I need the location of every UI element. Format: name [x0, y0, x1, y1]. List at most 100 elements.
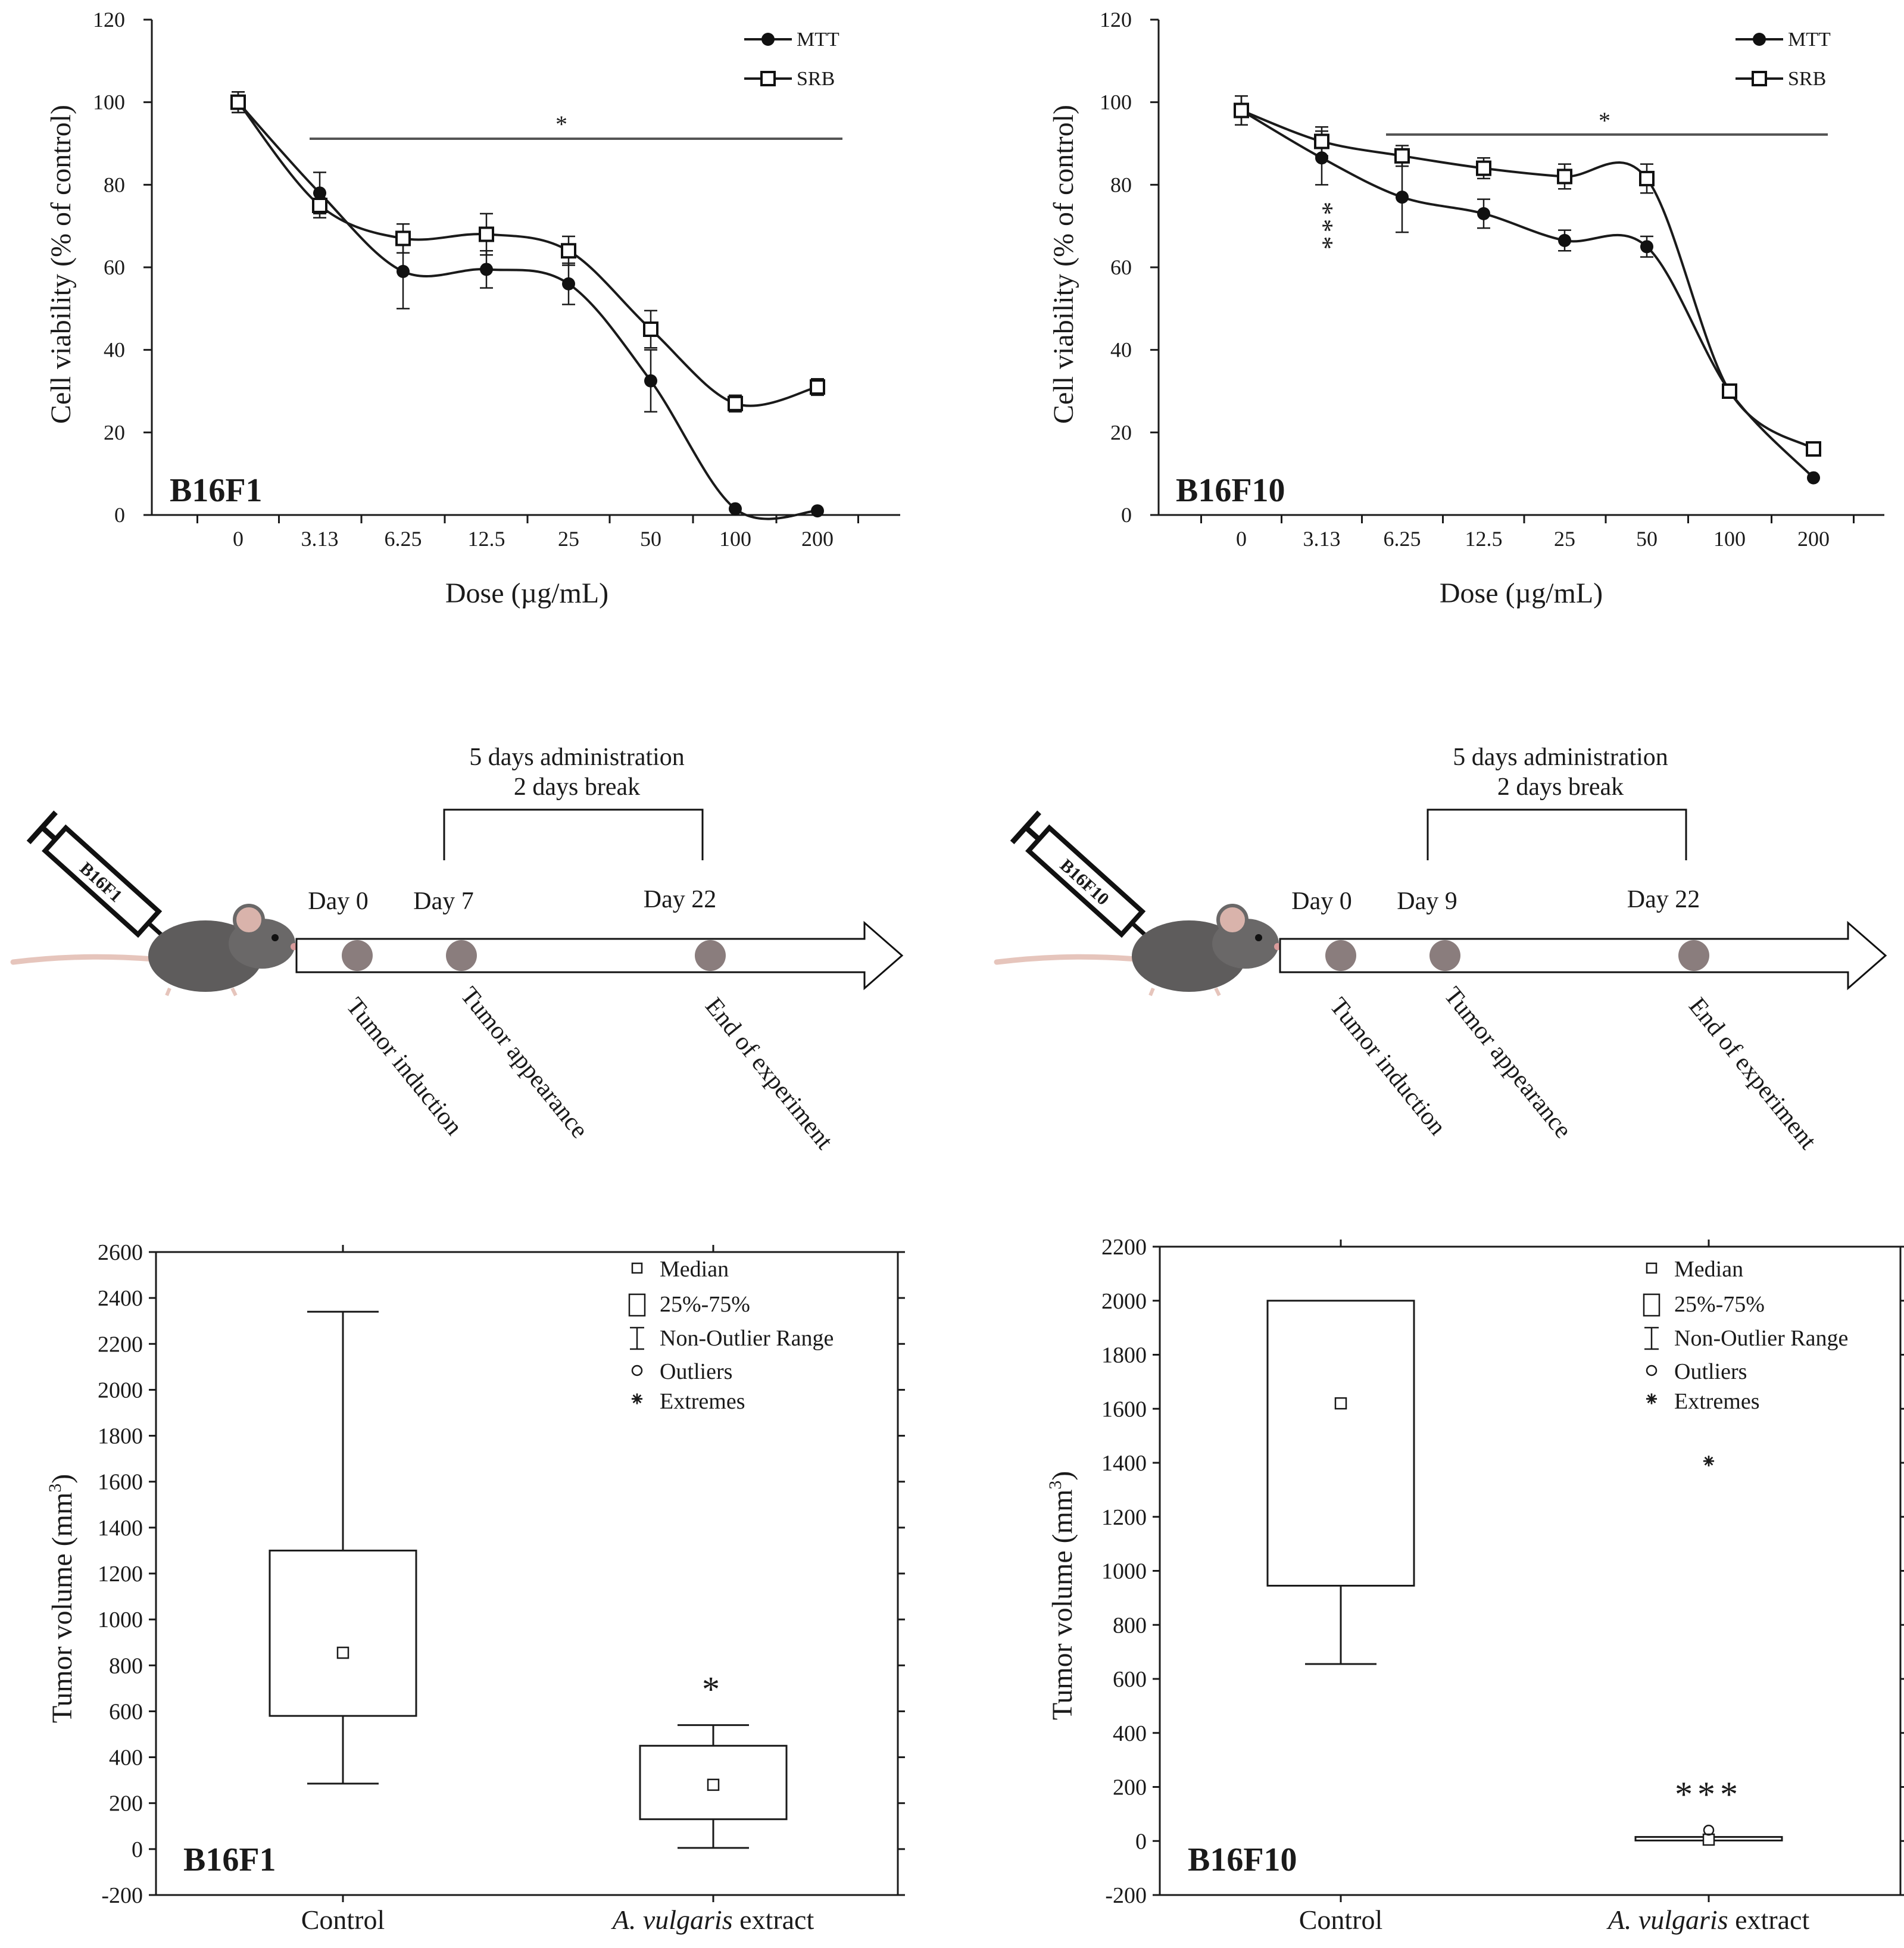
y-axis-label: Cell viability (% of control) — [1048, 105, 1079, 424]
y-tick-label: 40 — [1110, 338, 1132, 362]
day-label: Day 7 — [413, 888, 473, 915]
day-label: Day 22 — [644, 886, 716, 913]
iqr-box — [269, 1549, 417, 1717]
x-tick-label: 12.5 — [1465, 527, 1503, 551]
median-marker — [707, 1778, 720, 1791]
y-tick-label: 100 — [1100, 90, 1132, 114]
day-label: Day 0 — [1291, 888, 1351, 915]
day-label: Day 9 — [1397, 888, 1457, 915]
timeline-arrow — [295, 920, 904, 991]
y-tick-label: 80 — [1110, 173, 1132, 196]
significance-star: * — [555, 111, 567, 138]
data-point-srb — [1394, 148, 1410, 164]
data-point-srb — [1639, 170, 1655, 186]
category-label: Control — [1299, 1905, 1383, 1935]
legend-range-marker — [630, 1326, 644, 1350]
data-point-srb — [561, 243, 576, 259]
legend-iqr-marker — [628, 1293, 646, 1317]
category-label: A. vulgaris extract — [1606, 1905, 1810, 1935]
box-chart-b16f10-plot: -200 0 200 400 600 800 1000 1200 1400 1600 1800 200… — [1101, 1235, 1904, 1935]
y-tick-label: 1000 — [1101, 1559, 1147, 1584]
legend-label: SRB — [1788, 68, 1826, 90]
median-marker — [336, 1646, 349, 1659]
legend-label: MTT — [1788, 29, 1831, 51]
y-tick-label: 40 — [104, 338, 125, 362]
legend-extreme-marker: ⁕ — [629, 1389, 646, 1411]
cell-line-label: B16F10 — [1176, 472, 1285, 509]
legend-extreme-marker: ⁕ — [1643, 1389, 1660, 1411]
data-point-mtt — [313, 186, 326, 200]
bracket-text-2: 2 days break — [1497, 773, 1624, 801]
y-tick-label: 80 — [104, 173, 125, 196]
data-point-mtt — [397, 264, 410, 278]
legend-marker — [761, 33, 775, 46]
extreme-point: ⁕ — [1700, 1451, 1718, 1474]
x-axis-label: Dose (µg/mL) — [445, 577, 608, 609]
day-marker — [1678, 940, 1709, 971]
legend-marker — [1753, 33, 1766, 46]
x-tick-label: 0 — [233, 527, 244, 551]
legend-median-marker — [1646, 1262, 1658, 1274]
x-tick-label: 3.13 — [1303, 527, 1341, 551]
data-point-mtt — [1315, 151, 1328, 165]
y-tick-label: 1200 — [98, 1562, 143, 1587]
cell-line-label: B16F10 — [1188, 1841, 1297, 1878]
median-marker — [1702, 1833, 1715, 1846]
y-tick-label: -200 — [101, 1883, 143, 1908]
data-point-srb — [728, 395, 743, 411]
y-tick-label: 2200 — [1101, 1235, 1147, 1260]
data-point-mtt — [1807, 471, 1820, 485]
y-tick-label: 1200 — [1101, 1505, 1147, 1530]
box-legend: Median 25%-75% Non-Outlier Range Outlier… — [628, 1257, 834, 1414]
legend-marker — [760, 71, 776, 86]
legend-outliers: Outliers — [1674, 1359, 1747, 1384]
legend-outliers: Outliers — [660, 1359, 732, 1384]
significance-marker: * — [702, 1670, 725, 1709]
data-point-mtt — [811, 504, 824, 518]
day-label: Day 22 — [1627, 886, 1700, 913]
legend-median-marker — [631, 1262, 643, 1274]
x-tick-label: 200 — [1797, 527, 1830, 551]
box-chart-b16f10: -200 0 200 400 600 800 1000 1200 1400 1600 1800 200… — [1045, 1235, 1904, 1935]
data-point-mtt — [480, 263, 493, 276]
y-tick-label: 800 — [1113, 1613, 1147, 1638]
day-marker — [695, 940, 726, 971]
y-tick-label: 120 — [93, 8, 125, 32]
y-tick-label: 0 — [132, 1837, 143, 1862]
data-point-mtt — [562, 277, 575, 291]
administration-bracket — [443, 808, 704, 860]
x-tick-label: 6.25 — [1384, 527, 1421, 551]
x-tick-label: 6.25 — [385, 527, 422, 551]
legend-label: MTT — [797, 29, 839, 51]
legend-range: Non-Outlier Range — [1674, 1326, 1848, 1351]
median-marker — [1334, 1397, 1347, 1410]
administration-bracket — [1427, 808, 1687, 860]
line-chart-b16f1-plot: 0 20 40 60 80 100 120 0 3.13 6.25 12.5 25 50 100 200 MT… — [93, 8, 900, 551]
legend-iqr: 25%-75% — [1674, 1292, 1765, 1317]
y-tick-label: 1400 — [1101, 1451, 1147, 1476]
data-point-srb — [230, 94, 246, 110]
x-tick-label: 12.5 — [468, 527, 505, 551]
y-tick-label: 2000 — [98, 1378, 143, 1403]
x-tick-label: 100 — [719, 527, 751, 551]
y-tick-label: 20 — [1110, 420, 1132, 444]
y-tick-label: 0 — [1121, 503, 1132, 527]
y-tick-label: 1600 — [98, 1470, 143, 1495]
legend-extremes: Extremes — [1674, 1389, 1760, 1414]
y-axis-label: Cell viability (% of control) — [45, 105, 77, 424]
category-label: Control — [301, 1905, 385, 1935]
day-marker — [1325, 940, 1356, 971]
iqr-box — [1266, 1300, 1415, 1587]
y-tick-label: 60 — [1110, 255, 1132, 279]
y-tick-label: 120 — [1100, 8, 1132, 32]
y-axis-label: Tumor volume (mm3) — [45, 1474, 78, 1724]
x-tick-label: 0 — [1236, 527, 1247, 551]
category-label: A. vulgaris extract — [611, 1905, 814, 1935]
line-chart-b16f1: 0 20 40 60 80 100 120 0 3.13 6.25 12.5 25 50 100 200 MT… — [45, 8, 900, 609]
data-point-srb — [312, 198, 327, 213]
data-point-srb — [1557, 168, 1572, 185]
legend-range: Non-Outlier Range — [660, 1326, 834, 1351]
y-tick-label: 400 — [109, 1746, 143, 1771]
y-tick-label: 1800 — [1101, 1343, 1147, 1368]
